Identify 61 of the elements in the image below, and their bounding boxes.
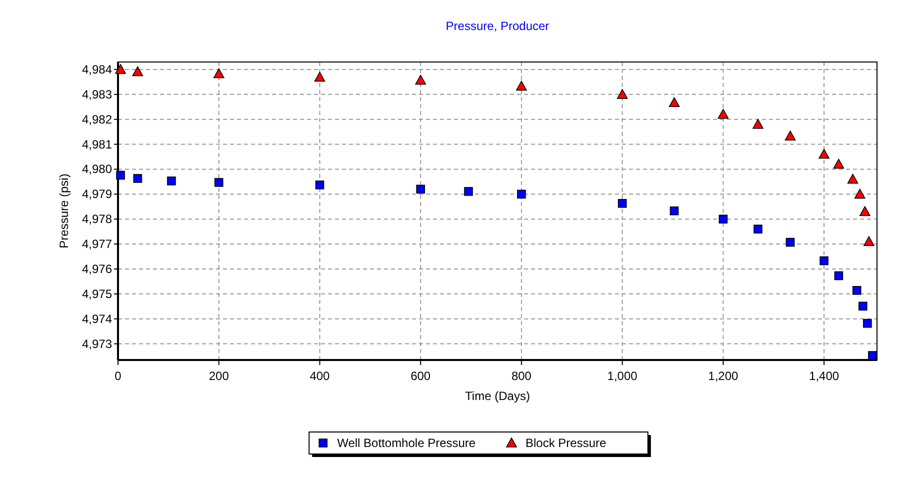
- y-tick-label: 4,980: [82, 162, 112, 176]
- point: [133, 174, 142, 183]
- y-tick-label: 4,983: [82, 87, 112, 102]
- point: [718, 108, 729, 119]
- point: [464, 187, 473, 196]
- point: [618, 198, 627, 208]
- point: [833, 158, 844, 169]
- point: [213, 68, 224, 78]
- point: [852, 286, 862, 295]
- x-tick-label: 1,000: [607, 369, 638, 383]
- x-tick-label: 800: [511, 369, 532, 383]
- point: [115, 64, 126, 74]
- point: [718, 214, 728, 224]
- legend-label: Block Pressure: [526, 436, 607, 450]
- point: [670, 206, 679, 216]
- y-tick-label: 4,978: [82, 212, 112, 226]
- y-tick-label: 4,984: [82, 62, 112, 76]
- x-tick-label: 400: [310, 369, 330, 383]
- point: [754, 224, 762, 234]
- point: [786, 238, 795, 247]
- point: [864, 236, 874, 246]
- chart-title: Pressure, Producer: [446, 19, 550, 33]
- x-tick-label: 200: [208, 369, 230, 383]
- point: [416, 184, 425, 194]
- point: [314, 72, 326, 82]
- point: [132, 66, 144, 76]
- point: [820, 256, 828, 266]
- x-tick-label: 0: [114, 369, 122, 383]
- x-axis-title: Time (Days): [465, 389, 530, 403]
- point: [847, 174, 858, 184]
- point: [868, 351, 877, 360]
- point: [752, 118, 764, 129]
- y-tick-label: 4,982: [82, 112, 112, 126]
- point: [116, 170, 125, 180]
- point: [668, 97, 680, 108]
- y-tick-label: 4,975: [82, 286, 112, 301]
- y-tick-label: 4,977: [82, 237, 112, 252]
- y-tick-label: 4,973: [82, 336, 112, 351]
- point: [863, 318, 872, 328]
- point: [167, 176, 176, 186]
- y-axis-title: Pressure (psi): [57, 174, 71, 248]
- point: [834, 271, 844, 280]
- legend-label: Well Bottomhole Pressure: [337, 436, 476, 450]
- point: [517, 190, 526, 199]
- x-tick-label: 1,200: [708, 369, 739, 383]
- y-tick-label: 4,981: [82, 137, 112, 152]
- y-tick-label: 4,979: [82, 187, 112, 202]
- point: [616, 89, 628, 99]
- point: [859, 206, 870, 216]
- point: [784, 130, 796, 140]
- point: [315, 180, 324, 190]
- y-tick-label: 4,974: [82, 312, 112, 326]
- point: [415, 74, 426, 85]
- x-tick-label: 600: [410, 369, 431, 383]
- point: [818, 148, 830, 159]
- point: [854, 188, 866, 199]
- x-tick-label: 1,400: [809, 369, 840, 383]
- y-tick-label: 4,976: [82, 262, 112, 276]
- point: [214, 178, 224, 187]
- point: [516, 80, 527, 91]
- point: [858, 302, 868, 311]
